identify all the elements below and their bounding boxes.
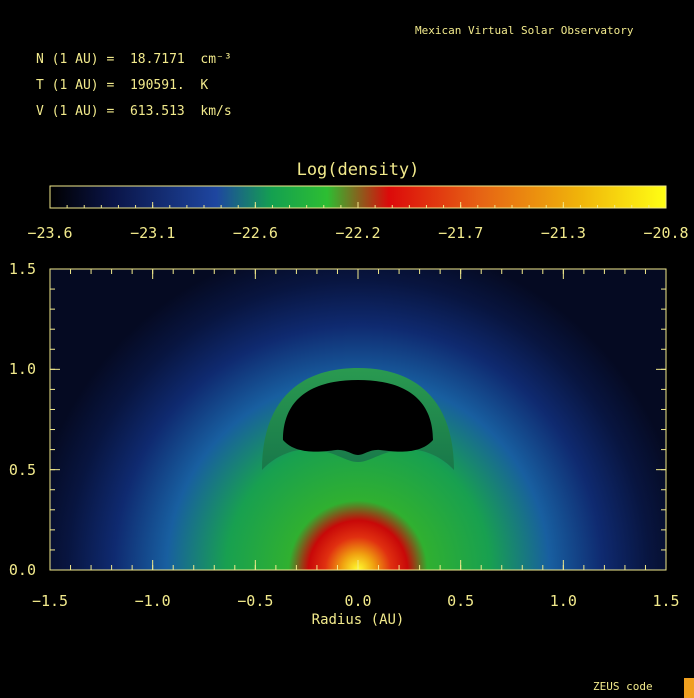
footer-mark — [684, 678, 694, 698]
heatmap — [50, 269, 666, 570]
footer-code-label: ZEUS code — [593, 680, 653, 693]
